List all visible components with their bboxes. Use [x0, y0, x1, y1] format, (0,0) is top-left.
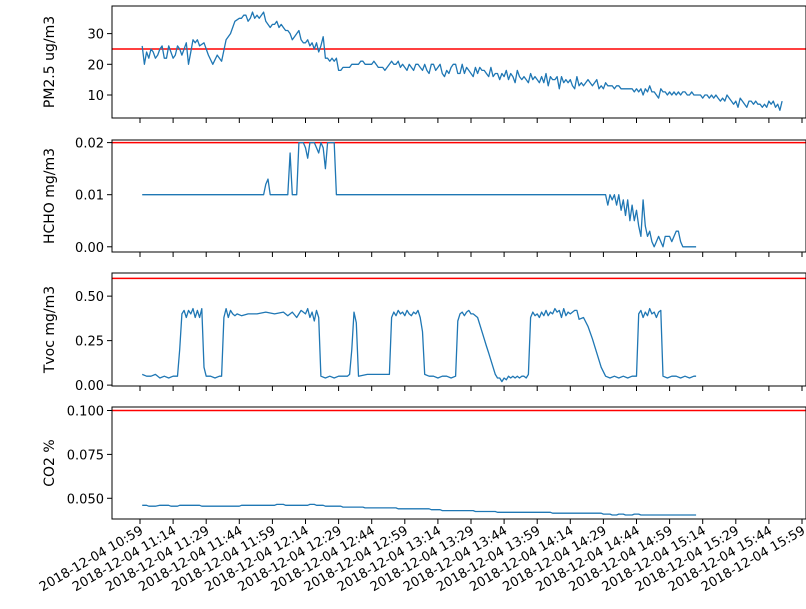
- ytick-label: 0.50: [75, 290, 104, 305]
- series-line-3: [141, 307, 697, 383]
- axes-frame-4: [111, 406, 806, 520]
- ytick-label: 0.01: [75, 189, 104, 204]
- ytick-label: 0.00: [75, 379, 104, 394]
- ytick-label: 30: [87, 28, 104, 43]
- y-axis-label-2: HCHO mg/m3: [42, 148, 58, 244]
- ytick-label: 0.00: [75, 241, 104, 256]
- ytick-label: 0.25: [75, 335, 104, 350]
- ytick-label: 0.075: [67, 448, 104, 463]
- ytick-label: 0.100: [67, 405, 104, 420]
- y-axis-label-4: CO2 %: [42, 439, 58, 486]
- series-line-4: [142, 503, 697, 516]
- axes-frame-3: [111, 272, 806, 387]
- y-axis-label-1: PM2.5 ug/m3: [42, 16, 58, 108]
- ytick-label: 0.02: [75, 137, 104, 152]
- axes-frame-1: [111, 5, 806, 119]
- ytick-label: 0.050: [67, 492, 104, 507]
- series-line-2: [142, 141, 697, 248]
- series-line-1: [141, 11, 783, 111]
- ytick-label: 20: [87, 58, 104, 73]
- axes-frame-2: [111, 139, 806, 253]
- y-axis-label-3: Tvoc mg/m3: [42, 286, 58, 374]
- ytick-label: 10: [87, 89, 104, 104]
